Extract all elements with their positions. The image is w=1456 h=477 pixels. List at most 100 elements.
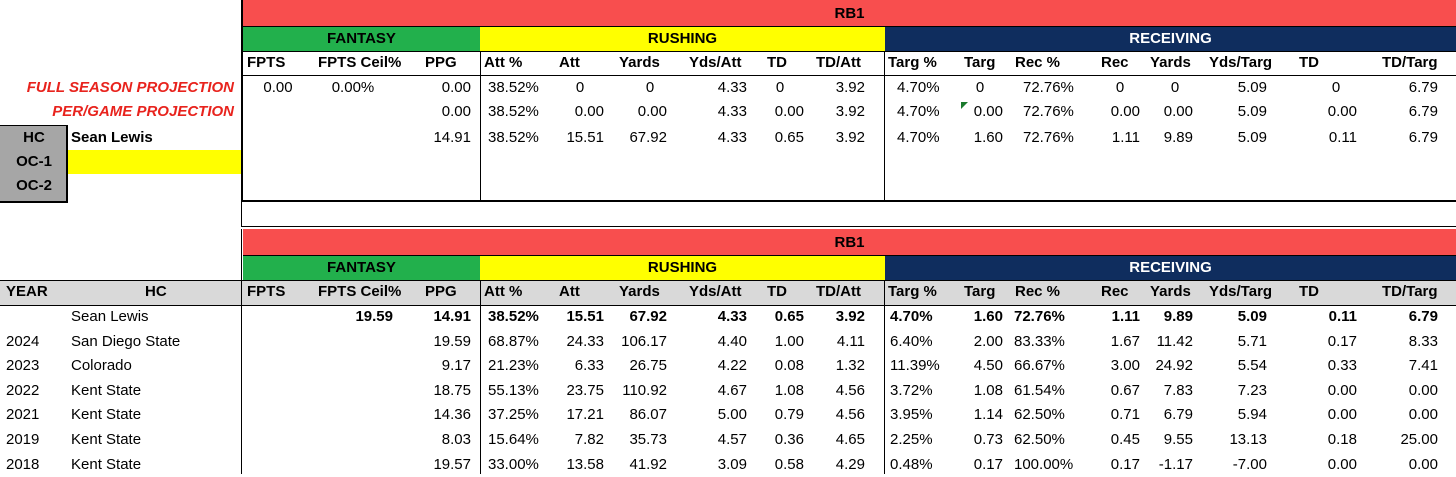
cell: 4.33 — [717, 79, 747, 96]
cell: 72.76% — [1023, 103, 1074, 120]
cell: 0 — [645, 79, 655, 96]
table-row: 2023 Colorado 9.17 21.23% 6.33 26.75 4.22 0.08 1… — [0, 354, 1456, 378]
per-game-projection-label: PER/GAME PROJECTION — [52, 103, 234, 120]
cell: 4.40 — [717, 332, 747, 350]
col-yds-targ: Yds/Targ — [1209, 283, 1273, 300]
cell: 9.17 — [441, 357, 471, 375]
cell: 5.71 — [1237, 332, 1267, 350]
cell — [313, 330, 393, 354]
col-rush-yards: Yards — [619, 54, 660, 71]
col-fpts-ceil: FPTS Ceil% — [318, 283, 402, 300]
cell: 5.09 — [1237, 129, 1267, 146]
oc2-role-label: OC-2 — [2, 174, 66, 198]
col-td-targ: TD/Targ — [1382, 283, 1438, 300]
cell: 33.00% — [488, 455, 539, 473]
col-targ: Targ — [964, 54, 996, 71]
cell: 13.13 — [1229, 431, 1267, 448]
oc2-name-input[interactable] — [68, 174, 242, 198]
cell: 0 — [775, 79, 785, 96]
cell: 100.00% — [1014, 455, 1074, 473]
cell: 3.95% — [890, 406, 933, 424]
cell: 7.23 — [1237, 381, 1267, 399]
cell: 5.94 — [1237, 406, 1267, 424]
cell: 0.00% — [331, 79, 375, 96]
bottom-rb1-header: RB1 — [243, 229, 1456, 255]
cell: 83.33% — [1014, 332, 1065, 350]
cell: 72.76% — [1014, 308, 1065, 325]
bottom-receiving-label: RECEIVING — [1129, 259, 1212, 276]
cell: 0.00 — [1327, 103, 1357, 120]
cell: 4.11 — [836, 332, 865, 350]
top-fantasy-header: FANTASY — [243, 26, 480, 51]
cell: 37.25% — [488, 406, 539, 424]
cell: 5.00 — [717, 406, 747, 424]
cell — [243, 305, 313, 329]
cell: 0.00 — [1110, 103, 1140, 120]
cell: 9.89 — [1163, 129, 1193, 146]
year-cell: 2022 — [6, 381, 40, 399]
cell — [313, 403, 393, 427]
cell: 110.92 — [622, 381, 667, 399]
top-rb1-title: RB1 — [834, 4, 865, 22]
cell: -1.17 — [1158, 455, 1193, 473]
cell: 9.89 — [1163, 308, 1193, 325]
col-yds-att: Yds/Att — [689, 283, 742, 300]
cell: 38.52% — [488, 103, 539, 120]
cell: 4.70% — [890, 308, 933, 325]
table-row: 2022 Kent State 18.75 55.13% 23.75 110.92 4.67… — [0, 379, 1456, 403]
cell: 25.00 — [1400, 431, 1438, 448]
cell: 1.11 — [1111, 129, 1140, 146]
cell: 1.00 — [774, 332, 804, 350]
year-cell: 2019 — [6, 431, 40, 448]
cell: 0.00 — [973, 103, 1003, 120]
top-receiving-header: RECEIVING — [885, 26, 1456, 51]
cell: 6.79 — [1408, 103, 1438, 120]
cell: 15.51 — [566, 308, 604, 325]
cell: 8.03 — [441, 431, 471, 448]
bottom-rushing-header: RUSHING — [480, 255, 885, 280]
cell: 0 — [575, 79, 585, 96]
top-receiving-label: RECEIVING — [1129, 30, 1212, 47]
col-td-att: TD/Att — [816, 54, 861, 71]
oc1-role-label: OC-1 — [2, 150, 66, 174]
cell: 0.17 — [1110, 455, 1140, 473]
cell: 0 — [1115, 79, 1125, 96]
col-td-att: TD/Att — [816, 283, 861, 300]
cell: 4.22 — [717, 357, 747, 375]
cell — [313, 453, 393, 477]
cell: 19.59 — [433, 332, 471, 350]
col-rec-pct: Rec % — [1015, 54, 1061, 71]
cell: 5.09 — [1237, 79, 1267, 96]
col-att-pct: Att % — [484, 54, 523, 71]
cell — [313, 379, 393, 403]
col-rec: Rec — [1101, 283, 1129, 300]
cell: 106.17 — [621, 332, 667, 350]
col-rec-td: TD — [1299, 54, 1319, 71]
col-targ-pct: Targ % — [888, 283, 937, 300]
year-cell: 2021 — [6, 406, 40, 424]
cell — [243, 428, 313, 452]
cell: 1.67 — [1110, 332, 1140, 350]
year-cell: 2023 — [6, 357, 40, 375]
cell: 4.70% — [897, 129, 940, 146]
cell: 4.56 — [835, 381, 865, 399]
table-row: 2024 San Diego State 19.59 68.87% 24.33 106.1… — [0, 330, 1456, 354]
col-att-pct: Att % — [484, 283, 523, 300]
col-rec-pct: Rec % — [1015, 283, 1061, 300]
cell: 4.33 — [717, 103, 747, 120]
top-fantasy-label: FANTASY — [327, 30, 396, 47]
cell: 4.57 — [717, 431, 747, 448]
cell: 1.14 — [973, 406, 1003, 424]
cell: 4.33 — [717, 308, 747, 325]
full-season-row: 0.00 0.00% 0.00 38.52% 0 0 4.33 0 3.92 4… — [0, 76, 1456, 100]
cell: 14.91 — [433, 129, 471, 146]
hc-cell: Kent State — [71, 455, 142, 473]
cell — [243, 453, 313, 477]
cell: 0.00 — [774, 103, 804, 120]
cell: 35.73 — [629, 431, 667, 448]
cell: 0.36 — [774, 431, 804, 448]
top-rushing-header: RUSHING — [480, 26, 885, 51]
oc1-name-input[interactable] — [68, 150, 242, 174]
cell: 1.60 — [973, 308, 1003, 325]
col-rush-td: TD — [767, 283, 787, 300]
